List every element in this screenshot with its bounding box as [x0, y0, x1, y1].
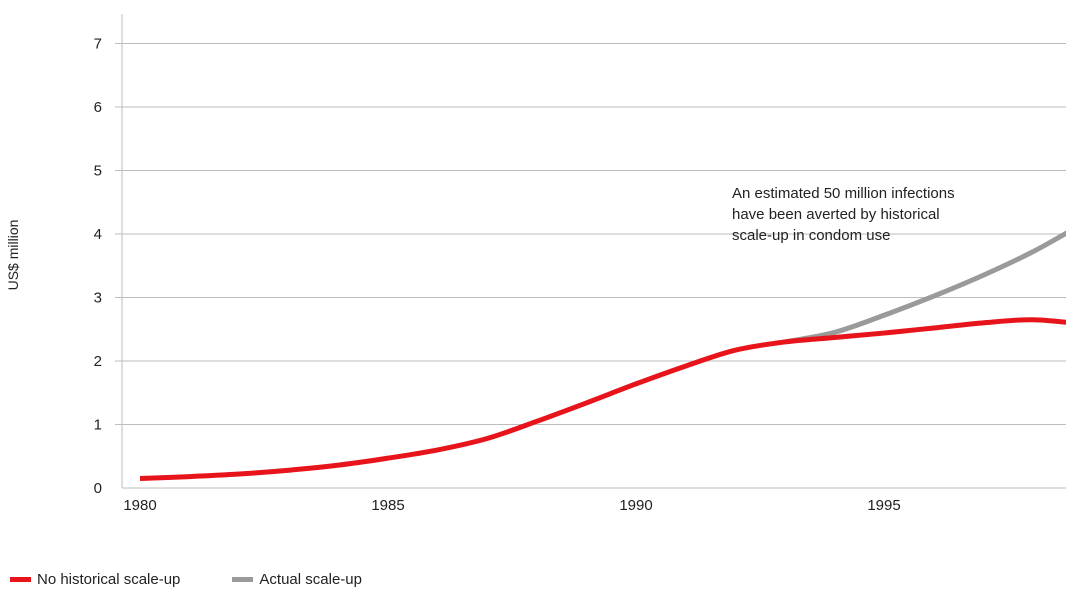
y-axis-label: US$ million: [5, 220, 21, 291]
legend-swatch-grey: [232, 577, 254, 582]
y-tick-label: 5: [94, 163, 102, 180]
legend-label: Actual scale-up: [259, 571, 362, 588]
x-tick-label: 1980: [123, 497, 156, 514]
y-tick-labels: 0 1 2 3 4 5 6 7: [94, 36, 102, 498]
series-line-actual-scale-up: [784, 230, 1066, 345]
legend: No historical scale-up Actual scale-up: [10, 571, 414, 588]
legend-label: No historical scale-up: [37, 571, 181, 588]
series-line-no-historical-scale-up: [139, 317, 1066, 481]
x-tick-label: 1995: [867, 497, 900, 514]
x-tick-label: 1990: [619, 497, 652, 514]
gridlines: [115, 43, 1066, 425]
axes: [121, 14, 1066, 489]
x-tick-labels: 1980198519901995200020052010: [123, 497, 900, 514]
y-tick-label: 1: [94, 417, 102, 434]
legend-item-actual-scale-up: Actual scale-up: [232, 571, 362, 588]
y-tick-label: 0: [94, 480, 102, 497]
y-tick-label: 7: [94, 36, 102, 53]
legend-item-no-historical-scale-up: No historical scale-up: [10, 571, 180, 588]
annotation-text: An estimated 50 million infections have …: [732, 185, 955, 244]
legend-swatch-red: [10, 577, 31, 582]
y-tick-label: 6: [94, 99, 102, 116]
y-tick-label: 3: [94, 290, 102, 307]
x-tick-label: 1985: [371, 497, 404, 514]
series-lines: [139, 230, 1066, 481]
y-tick-label: 4: [94, 226, 102, 243]
y-tick-label: 2: [94, 353, 102, 370]
